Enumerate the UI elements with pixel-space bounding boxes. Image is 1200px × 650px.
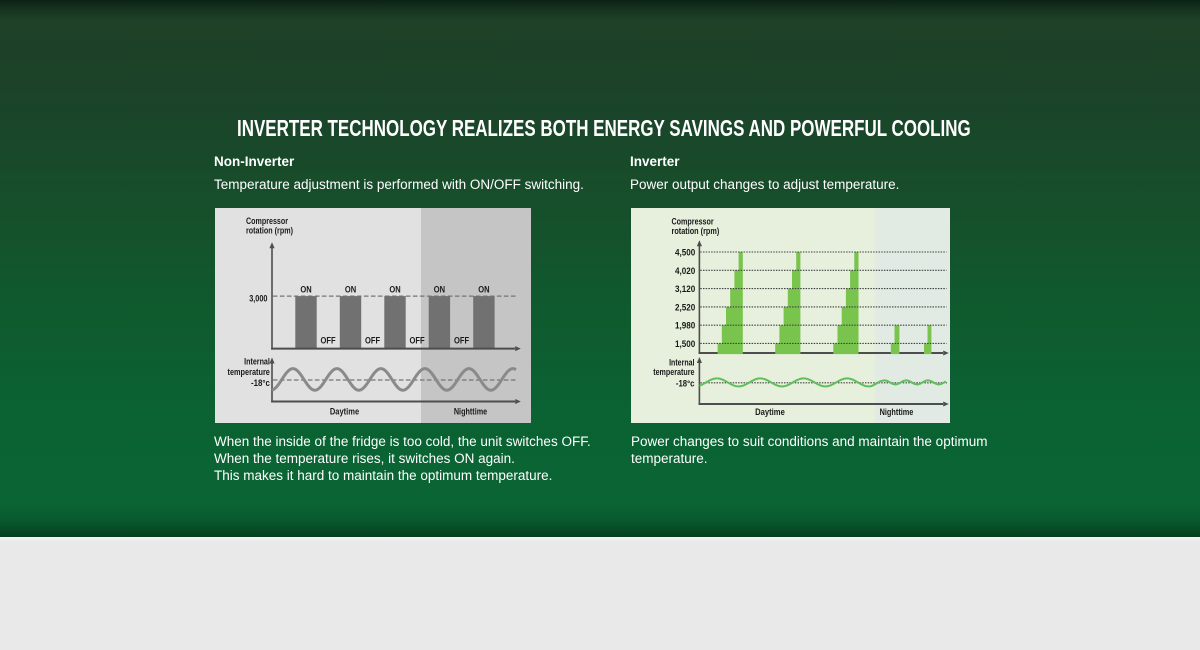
svg-text:3,120: 3,120 — [675, 284, 695, 295]
svg-text:3,000: 3,000 — [249, 293, 267, 304]
svg-text:Compressor: Compressor — [672, 217, 715, 227]
svg-text:rotation (rpm): rotation (rpm) — [672, 226, 720, 236]
svg-text:Nighttime: Nighttime — [454, 407, 487, 418]
svg-text:ON: ON — [434, 284, 445, 294]
svg-text:ON: ON — [345, 284, 356, 294]
svg-text:temperature: temperature — [228, 367, 270, 377]
svg-text:rotation (rpm): rotation (rpm) — [246, 226, 293, 236]
svg-text:Internal: Internal — [244, 357, 270, 367]
svg-text:1,980: 1,980 — [675, 321, 695, 332]
svg-text:OFF: OFF — [410, 336, 426, 346]
svg-text:OFF: OFF — [454, 336, 470, 346]
svg-text:ON: ON — [300, 284, 311, 294]
svg-text:Compressor: Compressor — [246, 216, 288, 226]
svg-text:2,520: 2,520 — [675, 302, 695, 313]
svg-text:ON: ON — [389, 284, 400, 294]
svg-text:4,500: 4,500 — [675, 248, 695, 259]
svg-text:-18°c: -18°c — [676, 379, 695, 390]
svg-text:Nighttime: Nighttime — [880, 407, 914, 418]
svg-text:temperature: temperature — [653, 367, 694, 377]
svg-text:Daytime: Daytime — [755, 407, 785, 418]
svg-text:OFF: OFF — [365, 336, 381, 346]
svg-text:Daytime: Daytime — [330, 407, 359, 418]
svg-text:4,020: 4,020 — [675, 266, 695, 277]
svg-text:ON: ON — [478, 284, 489, 294]
svg-text:1,500: 1,500 — [675, 339, 695, 350]
svg-text:OFF: OFF — [321, 336, 337, 346]
svg-text:Internal: Internal — [669, 357, 694, 367]
svg-text:-18°c: -18°c — [251, 378, 270, 389]
